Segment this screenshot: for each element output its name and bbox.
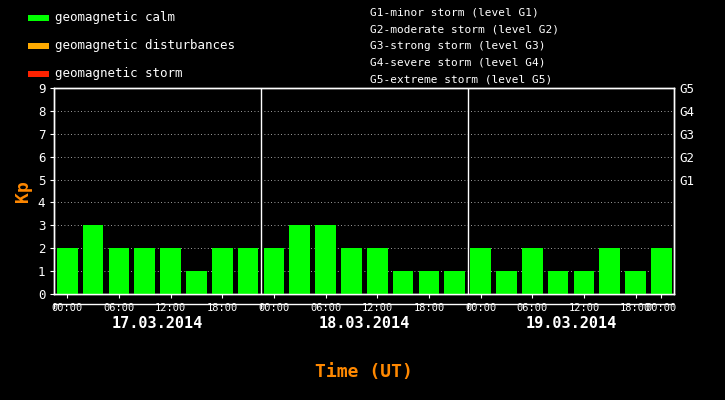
Bar xyxy=(28,43,49,49)
Bar xyxy=(625,271,646,294)
Text: Time (UT): Time (UT) xyxy=(315,363,413,381)
Bar xyxy=(134,248,155,294)
Text: 17.03.2014: 17.03.2014 xyxy=(112,316,203,331)
Bar xyxy=(471,248,491,294)
Bar xyxy=(109,248,129,294)
Bar xyxy=(367,248,388,294)
Bar xyxy=(496,271,517,294)
Y-axis label: Kp: Kp xyxy=(14,180,33,202)
Text: 18.03.2014: 18.03.2014 xyxy=(319,316,410,331)
Bar xyxy=(264,248,284,294)
Text: geomagnetic disturbances: geomagnetic disturbances xyxy=(55,40,235,52)
Bar xyxy=(573,271,594,294)
Text: geomagnetic calm: geomagnetic calm xyxy=(55,12,175,24)
Text: 19.03.2014: 19.03.2014 xyxy=(526,316,616,331)
Bar xyxy=(212,248,233,294)
Bar xyxy=(238,248,258,294)
Bar xyxy=(444,271,465,294)
Text: G2-moderate storm (level G2): G2-moderate storm (level G2) xyxy=(370,24,559,34)
Bar xyxy=(651,248,671,294)
Bar xyxy=(289,225,310,294)
Bar xyxy=(418,271,439,294)
Bar xyxy=(315,225,336,294)
Bar xyxy=(28,15,49,21)
Bar xyxy=(522,248,542,294)
Text: G3-strong storm (level G3): G3-strong storm (level G3) xyxy=(370,41,545,51)
Bar xyxy=(186,271,207,294)
Bar xyxy=(393,271,413,294)
Text: G1-minor storm (level G1): G1-minor storm (level G1) xyxy=(370,7,539,17)
Bar xyxy=(160,248,181,294)
Bar xyxy=(341,248,362,294)
Text: geomagnetic storm: geomagnetic storm xyxy=(55,68,183,80)
Bar xyxy=(83,225,104,294)
Text: G5-extreme storm (level G5): G5-extreme storm (level G5) xyxy=(370,74,552,85)
Bar xyxy=(547,271,568,294)
Text: G4-severe storm (level G4): G4-severe storm (level G4) xyxy=(370,58,545,68)
Bar xyxy=(600,248,620,294)
Bar xyxy=(57,248,78,294)
Bar xyxy=(28,71,49,77)
